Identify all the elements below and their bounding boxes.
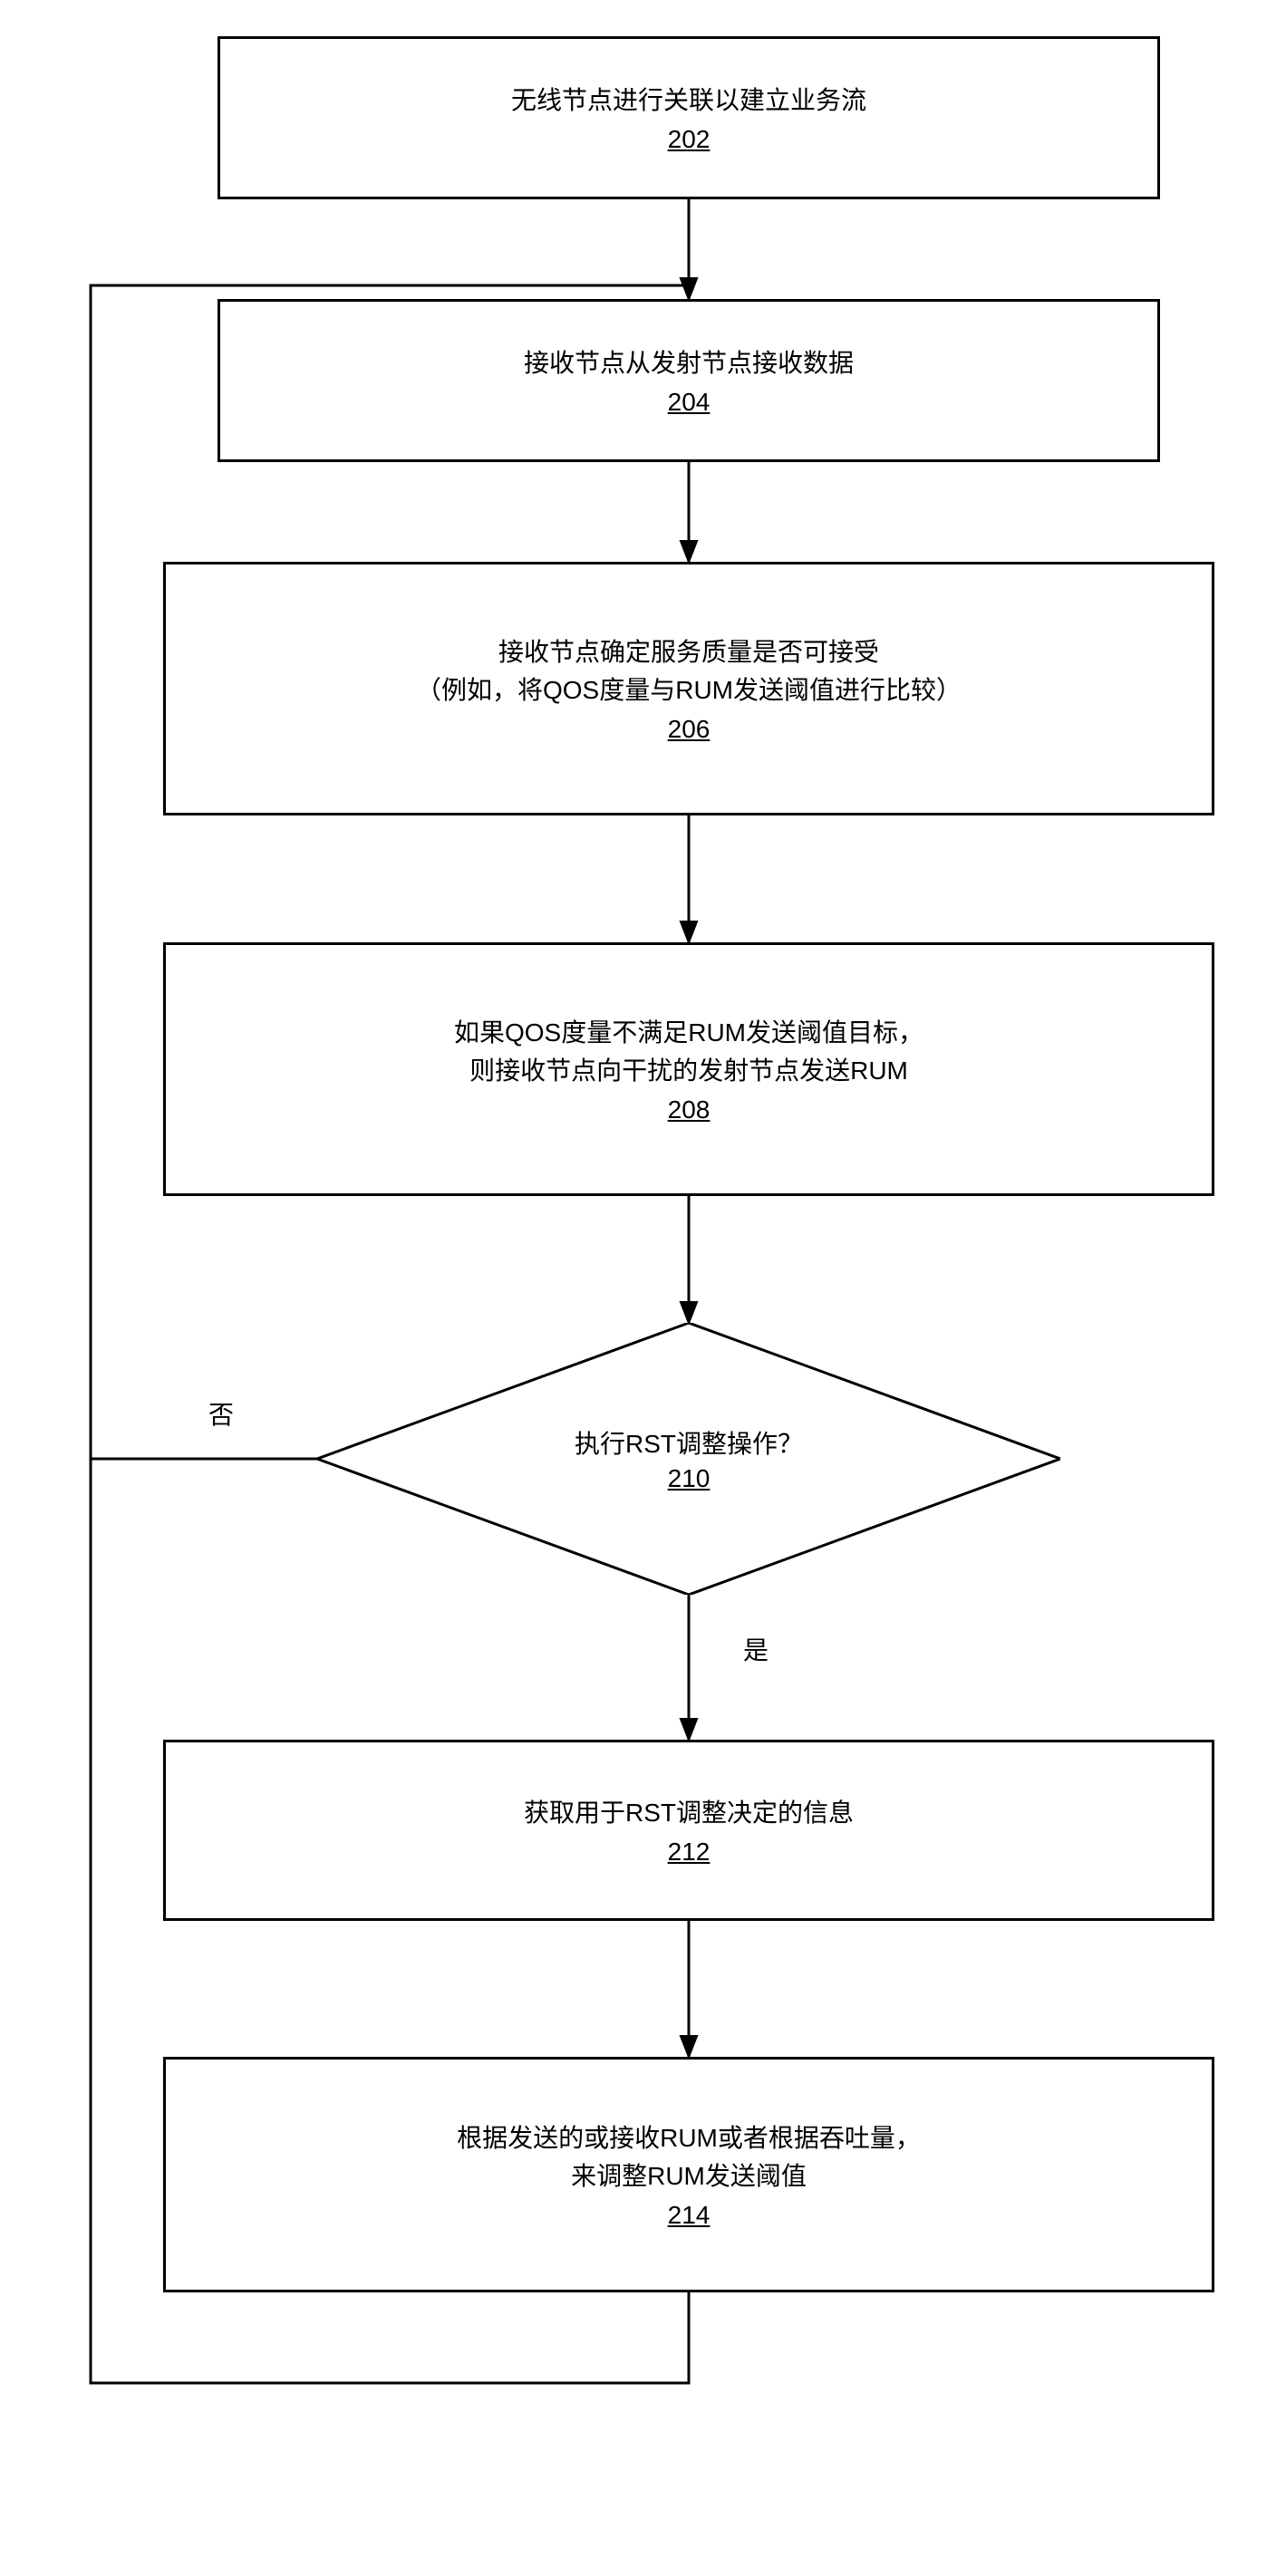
box-ref-number: 202 xyxy=(668,125,711,154)
box-ref-number: 204 xyxy=(668,388,711,417)
process-box-214: 根据发送的或接收RUM或者根据吞吐量，来调整RUM发送阈值 214 xyxy=(163,2057,1214,2292)
box-text: 接收节点确定服务质量是否可接受（例如，将QOS度量与RUM发送阈值进行比较） xyxy=(416,633,962,709)
decision-diamond-210: 执行RST调整操作？ 210 xyxy=(317,1323,1060,1595)
box-text: 接收节点从发射节点接收数据 xyxy=(524,344,854,382)
label-yes: 是 xyxy=(743,1631,769,1667)
process-box-206: 接收节点确定服务质量是否可接受（例如，将QOS度量与RUM发送阈值进行比较） 20… xyxy=(163,562,1214,815)
box-ref-number: 208 xyxy=(668,1095,711,1124)
box-ref-number: 206 xyxy=(668,715,711,744)
process-box-202: 无线节点进行关联以建立业务流 202 xyxy=(218,36,1160,199)
label-no: 否 xyxy=(208,1395,234,1432)
box-ref-number: 212 xyxy=(668,1838,711,1867)
flowchart-container: 无线节点进行关联以建立业务流 202 接收节点从发射节点接收数据 204 接收节点确定服… xyxy=(36,36,1250,2537)
box-text: 获取用于RST调整决定的信息 xyxy=(524,1794,854,1832)
box-text: 无线节点进行关联以建立业务流 xyxy=(511,82,866,120)
diamond-ref-number: 210 xyxy=(668,1464,711,1493)
box-text: 如果QOS度量不满足RUM发送阈值目标，则接收节点向干扰的发射节点发送RUM xyxy=(454,1014,923,1090)
process-box-212: 获取用于RST调整决定的信息 212 xyxy=(163,1740,1214,1921)
process-box-208: 如果QOS度量不满足RUM发送阈值目标，则接收节点向干扰的发射节点发送RUM 20… xyxy=(163,942,1214,1196)
process-box-204: 接收节点从发射节点接收数据 204 xyxy=(218,299,1160,462)
diamond-text: 执行RST调整操作？ xyxy=(575,1424,803,1461)
box-ref-number: 214 xyxy=(668,2201,711,2230)
box-text: 根据发送的或接收RUM或者根据吞吐量，来调整RUM发送阈值 xyxy=(457,2119,921,2195)
